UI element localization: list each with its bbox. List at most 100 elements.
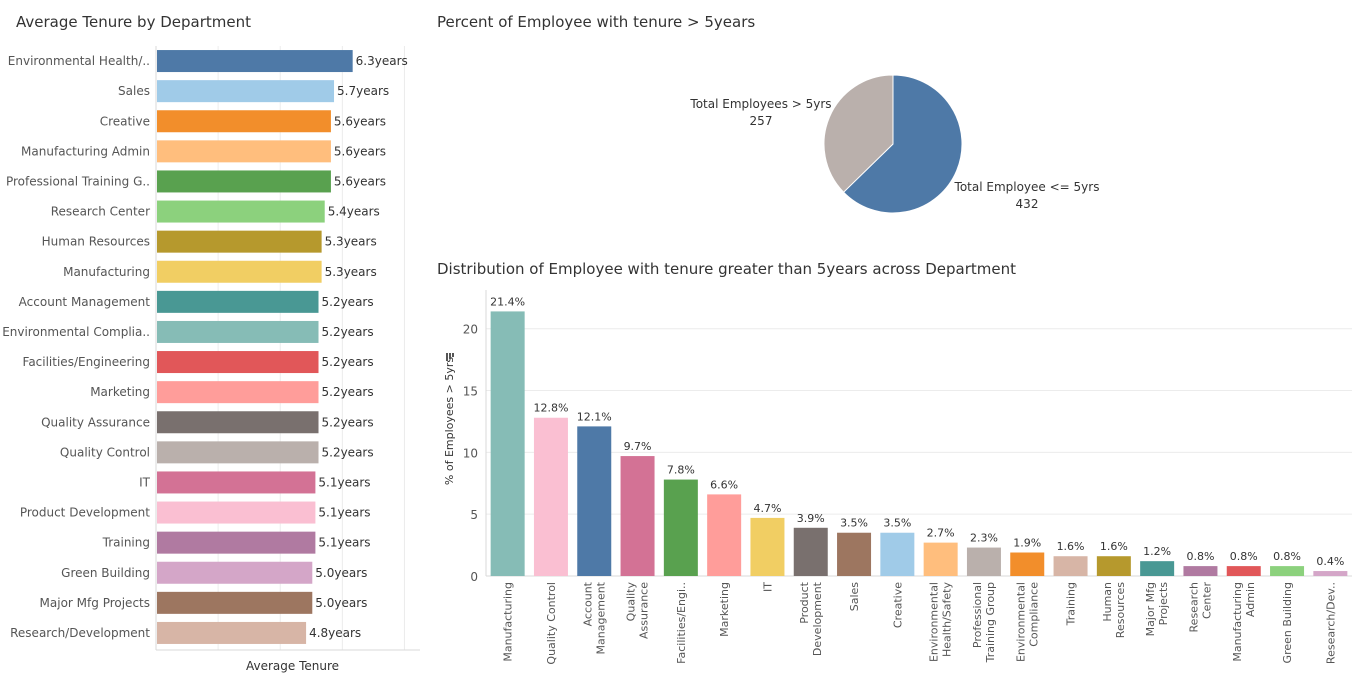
tenure-value-label: 6.3years	[356, 54, 408, 68]
department-tick-label: Green Building	[1281, 582, 1294, 663]
department-tick-label: Environmental Health/..	[8, 54, 150, 68]
distribution-bar	[793, 527, 828, 576]
distribution-value-label: 3.5%	[840, 517, 868, 530]
department-tick-label: ManufacturingAdmin	[1231, 582, 1257, 662]
tenure-value-label: 5.2years	[322, 355, 374, 369]
department-tick-label: Research/Dev..	[1324, 582, 1337, 664]
department-tick-label: Marketing	[718, 582, 731, 637]
tenure-value-label: 5.6years	[334, 144, 386, 158]
department-tick-label: Manufacturing Admin	[21, 144, 150, 158]
tenure-bar	[157, 110, 331, 133]
distribution-value-label: 6.6%	[710, 478, 738, 491]
distribution-value-label: 0.4%	[1316, 555, 1344, 568]
tenure-bar	[157, 260, 322, 283]
department-tick-label: Training	[102, 536, 150, 550]
department-tick-label: ResearchCenter	[1187, 582, 1213, 633]
department-tick-label: Marketing	[90, 385, 150, 399]
y-tick-label: 15	[463, 385, 478, 399]
tenure-bar	[157, 200, 325, 223]
department-tick-label: Green Building	[61, 566, 150, 580]
department-tick-label: Creative	[891, 582, 904, 628]
tenure-value-label: 5.2years	[322, 295, 374, 309]
tenure-bar	[157, 50, 353, 73]
distribution-bar	[1226, 566, 1261, 576]
pie-slice-label: Total Employees > 5yrs	[689, 97, 831, 111]
y-tick-label: 0	[470, 570, 478, 584]
pie-title: Percent of Employee with tenure > 5years	[437, 13, 756, 31]
tenure-value-label: 5.2years	[322, 445, 374, 459]
department-tick-label: HumanResources	[1101, 582, 1127, 638]
distribution-value-label: 4.7%	[753, 502, 781, 515]
department-tick-label: IT	[761, 582, 774, 592]
tenure-value-label: 5.3years	[325, 235, 377, 249]
tenure-value-label: 4.8years	[309, 626, 361, 640]
department-tick-label: Professional Training G..	[6, 174, 150, 188]
distribution-bar	[1096, 556, 1131, 576]
distribution-value-label: 12.8%	[533, 402, 568, 415]
department-tick-label: Sales	[118, 84, 150, 98]
pie-slice	[842, 74, 963, 214]
tenure-value-label: 5.3years	[325, 265, 377, 279]
tenure-bar	[157, 621, 307, 644]
tenure-bar	[157, 561, 313, 584]
distribution-bar	[707, 494, 742, 576]
department-tick-label: Human Resources	[42, 235, 150, 249]
distribution-value-label: 1.6%	[1100, 540, 1128, 553]
y-tick-label: 20	[463, 323, 478, 337]
tenure-value-label: 5.4years	[328, 205, 380, 219]
distribution-bar	[533, 417, 568, 576]
pie-slice-label: Total Employee <= 5yrs	[954, 180, 1100, 194]
department-tick-label: Training	[1065, 582, 1078, 626]
distribution-value-label: 1.2%	[1143, 545, 1171, 558]
department-tick-label: Manufacturing	[63, 265, 150, 279]
distribution-value-label: 0.8%	[1230, 550, 1258, 563]
department-tick-label: Facilities/Engineering	[23, 355, 150, 369]
department-tick-label: EnvironmentalHealth/Safety	[928, 582, 954, 663]
distribution-value-label: 1.6%	[1057, 540, 1085, 553]
department-tick-label: ProfessionalTraining Group	[971, 582, 997, 663]
tenure-bar	[157, 320, 319, 343]
department-tick-label: Major MfgProjects	[1144, 582, 1170, 637]
department-tick-label: Research Center	[51, 205, 150, 219]
distribution-title: Distribution of Employee with tenure gre…	[437, 260, 1017, 278]
distribution-bar	[1183, 566, 1218, 576]
tenure-value-label: 5.2years	[322, 325, 374, 339]
tenure-bar	[157, 230, 322, 253]
distribution-value-label: 12.1%	[577, 410, 612, 423]
department-tick-label: Quality Assurance	[41, 415, 150, 429]
y-tick-label: 5	[470, 508, 478, 522]
distribution-bar	[837, 532, 872, 576]
tenure-bar	[157, 591, 313, 614]
tenure-bar	[157, 501, 316, 524]
distribution-value-label: 3.9%	[797, 512, 825, 525]
distribution-bar	[1313, 571, 1348, 576]
department-tick-label: AccountManagement	[581, 581, 607, 654]
tenure-value-label: 5.1years	[318, 506, 370, 520]
distribution-bar	[880, 532, 915, 576]
x-axis-title: Average Tenure	[246, 659, 339, 673]
distribution-value-label: 0.8%	[1273, 550, 1301, 563]
pie-slice	[823, 74, 894, 193]
tenure-value-label: 5.2years	[322, 385, 374, 399]
tenure-bar	[157, 290, 319, 313]
distribution-bar	[663, 479, 698, 576]
department-tick-label: Major Mfg Projects	[40, 596, 150, 610]
department-tick-label: ProductDevelopment	[798, 581, 824, 656]
department-tick-label: QualityAssurance	[625, 582, 651, 639]
tenure-bar	[157, 170, 331, 193]
tenure-value-label: 5.0years	[315, 596, 367, 610]
distribution-bar	[923, 542, 958, 576]
pie-slice-value: 432	[1016, 197, 1039, 211]
tenure-bar	[157, 441, 319, 464]
distribution-value-label: 9.7%	[624, 440, 652, 453]
tenure-bar	[157, 80, 335, 103]
avg-tenure-title: Average Tenure by Department	[16, 13, 251, 31]
distribution-value-label: 2.7%	[927, 527, 955, 540]
tenure-value-label: 5.6years	[334, 174, 386, 188]
y-axis-title: % of Employees > 5yrs	[443, 357, 456, 485]
distribution-bar	[1270, 566, 1305, 576]
distribution-bar	[966, 547, 1001, 576]
